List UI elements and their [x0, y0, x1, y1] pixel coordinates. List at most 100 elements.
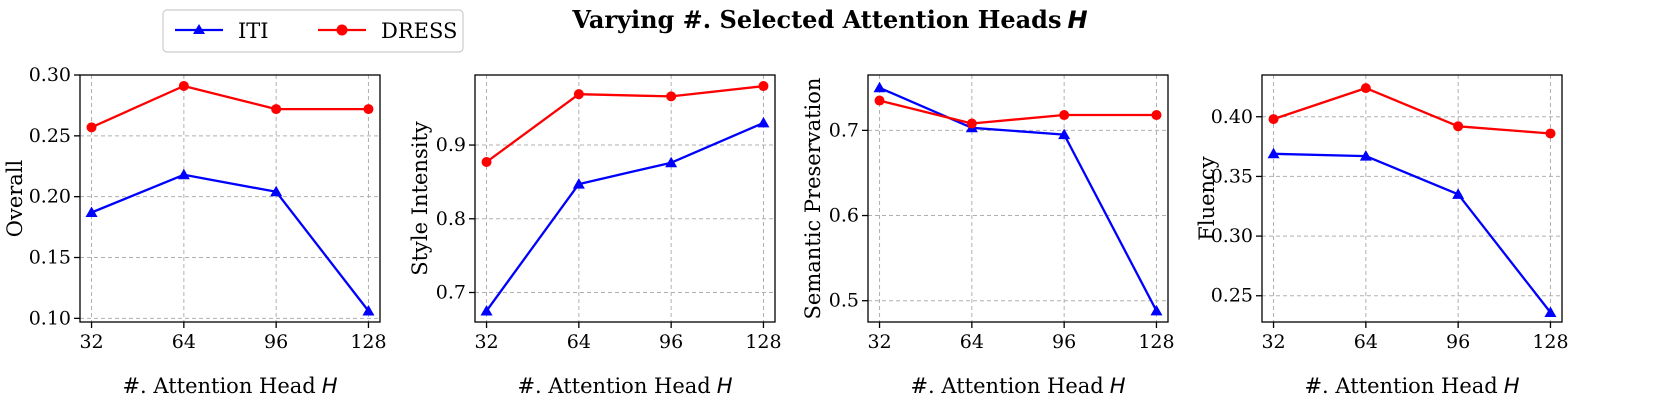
series-iti	[873, 81, 1163, 316]
plot-frame	[474, 74, 776, 323]
data-point	[480, 304, 493, 316]
data-point	[1359, 150, 1372, 161]
plot-frame	[867, 74, 1169, 323]
data-point	[1360, 83, 1371, 94]
data-point	[757, 116, 770, 128]
data-point	[271, 104, 282, 115]
data-point	[1545, 128, 1556, 139]
data-point	[1267, 147, 1280, 159]
data-point	[1452, 188, 1465, 199]
data-point	[481, 157, 492, 168]
y-tick-label: 0.6	[829, 205, 859, 227]
x-tick-label: 32	[867, 331, 891, 353]
data-point	[572, 178, 585, 189]
series-dress	[481, 81, 769, 168]
series-iti	[480, 116, 770, 316]
chart-panel-1: 32 64 96 128 0.10 0.15 0.20 0.25 0.30 #. Attentio…	[3, 64, 387, 398]
plot-frame	[1261, 74, 1563, 323]
series-line	[1273, 152, 1552, 314]
y-tick-label: 0.25	[29, 125, 71, 147]
data-point	[1453, 121, 1464, 132]
x-tick-label: 32	[474, 331, 498, 353]
plot-frame	[79, 74, 381, 323]
x-tick-label: 32	[79, 331, 103, 353]
data-point	[177, 168, 190, 180]
series-dress	[86, 80, 374, 133]
x-tick-label: 128	[1138, 331, 1174, 353]
legend-label-iti: ITI	[238, 19, 269, 43]
y-tick-label: 0.35	[1211, 165, 1253, 187]
legend: ITI DRESS	[162, 9, 464, 53]
x-tick-label: 128	[745, 331, 781, 353]
data-point	[1058, 128, 1071, 140]
x-tick-label: 96	[659, 331, 683, 353]
data-point	[1150, 304, 1163, 316]
data-point	[1544, 306, 1557, 317]
x-tick-label: 64	[172, 331, 196, 353]
legend-triangle-marker-icon	[193, 24, 205, 34]
y-tick-label: 0.25	[1211, 285, 1253, 307]
series-line	[485, 121, 764, 312]
x-tick-label: 96	[264, 331, 288, 353]
data-point	[363, 104, 374, 115]
series-line	[91, 84, 369, 129]
data-point	[666, 91, 677, 102]
x-tick-label: 96	[1052, 331, 1076, 353]
series-line	[485, 84, 764, 163]
x-tick-label: 32	[1261, 331, 1285, 353]
data-point	[665, 156, 678, 168]
data-point	[874, 95, 885, 106]
y-tick-label: 0.9	[436, 134, 466, 156]
y-tick-label: 0.7	[436, 282, 466, 304]
legend-item-dress: DRESS	[318, 19, 457, 43]
x-axis-label: #. Attention Head H	[122, 374, 337, 398]
y-tick-label: 0.30	[1211, 225, 1253, 247]
legend-item-iti: ITI	[175, 19, 269, 43]
data-point	[270, 185, 283, 197]
chart-panel-2: 32 64 96 128 0.7 0.8 0.9 #. Attention Head H Styl…	[408, 74, 782, 398]
x-axis-label: #. Attention Head H	[910, 374, 1125, 398]
legend-label-dress: DRESS	[381, 19, 457, 43]
data-point	[86, 122, 97, 133]
y-tick-label: 0.8	[436, 208, 466, 230]
legend-box	[162, 9, 464, 53]
data-point	[1268, 114, 1279, 125]
data-point	[573, 89, 584, 100]
series-line	[91, 173, 370, 312]
x-tick-label: 128	[350, 331, 386, 353]
data-point	[966, 118, 977, 129]
data-point	[758, 81, 769, 92]
chart-panel-4: 32 64 96 128 0.25 0.30 0.35 0.40 #. Attention He…	[1195, 74, 1569, 398]
y-tick-label: 0.10	[29, 307, 71, 329]
y-tick-label: 0.40	[1211, 106, 1253, 128]
data-point	[178, 80, 189, 91]
data-point	[362, 305, 375, 316]
x-tick-label: 64	[960, 331, 984, 353]
data-point	[1151, 110, 1162, 121]
y-axis-label: Semantic Preservation	[801, 78, 825, 320]
x-tick-label: 96	[1446, 331, 1470, 353]
legend-circle-marker-icon	[336, 24, 348, 36]
data-point	[85, 206, 98, 217]
x-tick-label: 128	[1532, 331, 1568, 353]
y-tick-label: 0.5	[829, 290, 859, 312]
y-tick-label: 0.30	[29, 64, 71, 86]
series-iti	[85, 168, 375, 316]
x-axis-label: #. Attention Head H	[517, 374, 732, 398]
x-tick-label: 64	[567, 331, 591, 353]
chart-panel-3: 32 64 96 128 0.5 0.6 0.7 #. Attention Head H Sema…	[801, 74, 1175, 398]
x-axis-label: #. Attention Head H	[1304, 374, 1519, 398]
series-iti	[1267, 147, 1557, 317]
y-axis-label: Overall	[3, 159, 27, 237]
x-tick-label: 64	[1354, 331, 1378, 353]
series-line	[879, 86, 1158, 312]
series-dress	[874, 95, 1162, 129]
data-point	[1059, 110, 1070, 121]
series-dress	[1268, 83, 1556, 139]
data-point	[873, 81, 886, 93]
y-axis-label: Fluency	[1195, 156, 1219, 241]
y-tick-label: 0.20	[29, 186, 71, 208]
figure-title: Varying #. Selected Attention Heads H	[571, 5, 1087, 34]
series-line	[879, 99, 1157, 125]
